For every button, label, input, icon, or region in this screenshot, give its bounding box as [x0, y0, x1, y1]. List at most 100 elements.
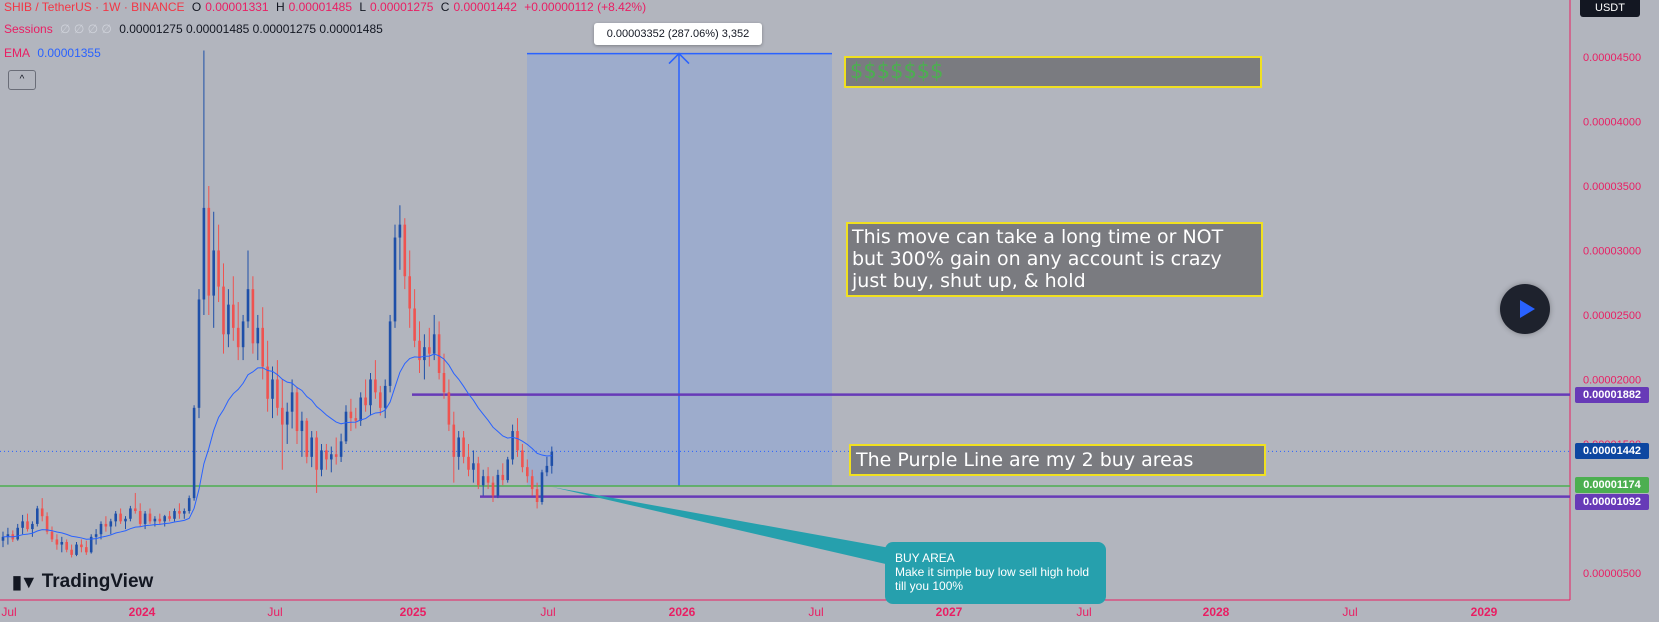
low-value: 0.00001275: [370, 0, 434, 14]
sessions-values: 0.00001275 0.00001485 0.00001275 0.00001…: [119, 22, 383, 36]
symbol-title[interactable]: SHIB / TetherUS · 1W · BINANCE: [4, 0, 185, 14]
move-note[interactable]: This move can take a long time or NOT bu…: [846, 222, 1263, 297]
candle-body: [227, 304, 230, 335]
candle-body: [222, 286, 225, 335]
tradingview-logo[interactable]: ▮▼ TradingView: [12, 571, 153, 593]
candle-body: [315, 437, 318, 470]
play-button[interactable]: [1500, 284, 1550, 334]
candle-body: [94, 534, 98, 537]
candle-body: [99, 523, 103, 535]
candle-body: [202, 207, 206, 300]
x-tick-label: Jul: [267, 605, 282, 619]
candle-body: [241, 321, 245, 348]
candle-body: [393, 237, 397, 322]
candle-body: [354, 418, 358, 421]
candle-body: [295, 392, 299, 432]
ema-legend: EMA 0.00001355: [4, 46, 105, 60]
candle-body: [437, 334, 441, 373]
candle-body: [511, 431, 514, 460]
currency-label[interactable]: USDT: [1580, 0, 1640, 17]
candle-body: [305, 420, 309, 457]
candle-body: [496, 474, 500, 496]
candle-body: [124, 518, 127, 522]
candle-body: [526, 467, 529, 477]
symbol-legend: SHIB / TetherUS · 1W · BINANCE O 0.000013…: [4, 0, 650, 14]
sessions-label[interactable]: Sessions: [4, 22, 53, 36]
candle-body: [320, 450, 323, 470]
candle-body: [55, 539, 59, 545]
sessions-placeholders: ∅ ∅ ∅ ∅: [60, 22, 112, 36]
y-tick-label: 0.00003500: [1583, 181, 1641, 193]
candle-body: [163, 516, 166, 522]
callout-pointer: [552, 487, 890, 565]
callout-title: BUY AREA: [895, 551, 955, 565]
candle-body: [45, 516, 49, 532]
candle-body: [550, 451, 554, 466]
tradingview-logo-icon: ▮▼: [12, 571, 38, 592]
change-value: +0.00000112 (+8.42%): [524, 0, 647, 14]
candle-body: [197, 299, 201, 408]
candle-body: [330, 454, 333, 460]
candle-body: [16, 527, 19, 540]
candle-body: [530, 476, 534, 490]
candle-body: [290, 392, 294, 412]
purple-line-text: The Purple Line are my 2 buy areas: [856, 449, 1194, 471]
candle-body: [104, 523, 108, 527]
candle-body: [187, 498, 191, 512]
close-value: 0.00001442: [453, 0, 517, 14]
candle-body: [325, 450, 328, 460]
candle-body: [452, 424, 456, 457]
x-tick-label: 2029: [1471, 605, 1498, 619]
candle-body: [477, 463, 480, 486]
candle-body: [207, 207, 211, 296]
candle-body: [281, 407, 284, 425]
projection-arrow-head: [668, 52, 690, 65]
logo-text: TradingView: [41, 571, 154, 592]
candle-body: [481, 476, 485, 486]
candle-body: [447, 392, 451, 425]
candle-body: [472, 463, 475, 470]
candle-body: [138, 511, 142, 524]
candle-body: [545, 465, 549, 473]
candle-body: [158, 518, 162, 522]
candle-body: [60, 541, 64, 545]
candle-body: [403, 224, 407, 277]
candle-body: [462, 437, 465, 457]
candle-body: [50, 531, 54, 540]
dollars-note[interactable]: $$$$$$$: [844, 56, 1262, 88]
y-tick-label: 0.00002500: [1583, 310, 1641, 322]
candle-body: [467, 456, 470, 470]
y-tick-label: 0.00004500: [1583, 52, 1641, 64]
ema-value: 0.00001355: [37, 46, 101, 60]
x-tick-label: Jul: [1076, 605, 1091, 619]
x-tick-label: Jul: [540, 605, 555, 619]
candle-body: [535, 489, 539, 502]
candle-body: [26, 521, 29, 530]
candle-body: [89, 536, 93, 553]
purple-line-note[interactable]: The Purple Line are my 2 buy areas: [849, 444, 1266, 476]
move-note-line-2: but 300% gain on any account is crazy: [852, 248, 1222, 270]
candle-body: [36, 508, 39, 524]
ema-label[interactable]: EMA: [4, 46, 31, 60]
collapse-legend-button[interactable]: ^: [8, 70, 36, 90]
candle-body: [119, 513, 122, 522]
x-tick-label: 2025: [400, 605, 427, 619]
candle-body: [442, 372, 446, 393]
candle-body: [540, 472, 544, 502]
candle-body: [261, 327, 264, 367]
candle-body: [349, 411, 353, 419]
buy-area-callout[interactable]: BUY AREA Make it simple buy low sell hig…: [885, 542, 1106, 604]
candle-body: [364, 397, 367, 406]
candle-body: [70, 549, 73, 555]
candle-body: [398, 224, 402, 238]
candle-body: [516, 431, 519, 451]
price-tag-upper-purple: 0.00001882: [1575, 387, 1649, 403]
candle-body: [31, 523, 34, 530]
x-tick-label: 2028: [1203, 605, 1230, 619]
candle-body: [212, 250, 215, 296]
candle-body: [271, 379, 274, 399]
y-tick-label: 0.00004000: [1583, 116, 1641, 128]
price-tag-green: 0.00001174: [1575, 477, 1649, 493]
candle-body: [374, 379, 377, 393]
